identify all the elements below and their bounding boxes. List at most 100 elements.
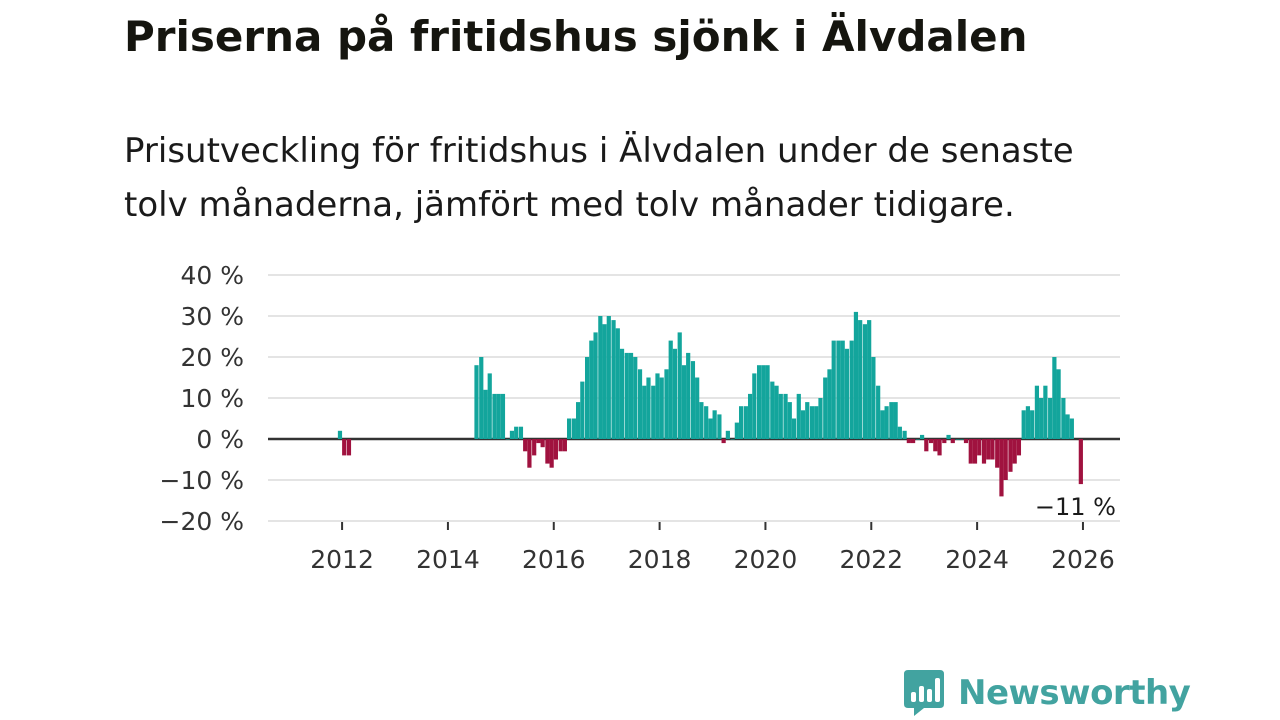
bar <box>756 365 762 439</box>
bar <box>655 373 660 439</box>
bar <box>651 385 656 439</box>
x-axis: 2012 2014 2016 2018 2020 2022 2024 2026 <box>310 522 1115 574</box>
bar <box>968 439 973 464</box>
bar <box>598 316 603 439</box>
bar <box>986 439 991 460</box>
bar <box>933 439 938 452</box>
y-tick-label: −20 % <box>160 507 244 536</box>
bar <box>615 328 620 439</box>
bar <box>602 324 607 439</box>
bar <box>778 393 783 439</box>
bar <box>721 439 726 444</box>
bar <box>942 439 947 444</box>
bar <box>1034 385 1040 439</box>
bar <box>681 365 687 439</box>
bar <box>523 439 528 452</box>
bar <box>562 439 567 452</box>
bar <box>783 393 788 439</box>
bar <box>981 439 987 464</box>
bar <box>915 439 920 440</box>
bar <box>540 439 545 448</box>
bar <box>1078 439 1083 485</box>
bar <box>1069 418 1074 439</box>
bar <box>725 430 730 439</box>
bars <box>337 311 1083 497</box>
bar <box>871 357 876 439</box>
y-tick-label: 0 % <box>196 425 244 454</box>
bar <box>686 352 691 439</box>
bar <box>527 439 532 468</box>
bar <box>1039 398 1044 439</box>
bar <box>924 439 929 452</box>
bar <box>787 402 792 439</box>
bar <box>518 426 524 439</box>
bar <box>492 393 497 439</box>
bar <box>611 320 616 439</box>
bar <box>999 439 1004 497</box>
bar <box>770 381 775 439</box>
bar <box>505 439 510 440</box>
y-tick-label: 10 % <box>180 384 244 413</box>
bar <box>589 340 594 439</box>
newsworthy-logo[interactable]: Newsworthy <box>902 668 1191 718</box>
bar <box>836 340 841 439</box>
bar <box>346 439 352 456</box>
bar <box>1056 369 1061 439</box>
bar <box>1021 410 1026 439</box>
bar <box>972 439 978 464</box>
bar <box>1008 439 1013 472</box>
y-axis-ticks: 40 % 30 % 20 % 10 % 0 % −10 % −20 % <box>160 261 244 536</box>
bar <box>791 418 797 439</box>
chart-subtitle: Prisutveckling för fritidshus i Älvdalen… <box>124 131 1074 225</box>
bar <box>646 377 651 439</box>
bar <box>950 439 955 444</box>
bar <box>549 439 554 468</box>
data-labels: −11 % <box>1035 493 1116 521</box>
bar <box>580 381 585 439</box>
bar <box>677 332 682 439</box>
bar <box>536 439 541 444</box>
bar <box>959 439 964 440</box>
bar <box>672 348 678 439</box>
bar <box>937 439 942 456</box>
x-tick-label: 2026 <box>1051 545 1115 574</box>
bar <box>823 377 828 439</box>
bar <box>1030 410 1035 439</box>
bar <box>487 373 492 439</box>
bar <box>1065 414 1070 439</box>
bar <box>483 389 488 439</box>
bar <box>1025 406 1031 439</box>
bar <box>593 332 598 439</box>
x-tick-label: 2014 <box>416 545 480 574</box>
bar <box>946 434 951 439</box>
bar <box>558 439 563 452</box>
bar <box>849 340 854 439</box>
bar <box>867 320 872 439</box>
bar <box>664 369 669 439</box>
bar <box>995 439 1000 468</box>
bar <box>800 410 806 439</box>
bar <box>545 439 550 464</box>
bar <box>734 422 739 439</box>
bar <box>897 426 902 439</box>
x-tick-label: 2016 <box>522 545 586 574</box>
bar <box>606 316 611 439</box>
bar <box>853 311 859 439</box>
bar <box>619 348 625 439</box>
bar <box>963 439 969 444</box>
bar <box>712 410 717 439</box>
bar <box>1043 385 1048 439</box>
bar <box>509 430 515 439</box>
bar <box>342 439 347 456</box>
bar <box>858 320 863 439</box>
bar <box>479 357 484 439</box>
x-tick-label: 2018 <box>628 545 692 574</box>
bar <box>576 402 581 439</box>
bar <box>704 406 709 439</box>
bar <box>1016 439 1022 456</box>
bar <box>1048 398 1053 439</box>
bar <box>571 418 576 439</box>
bar <box>910 439 916 444</box>
chart-title: Priserna på fritidshus sjönk i Älvdalen <box>124 12 1028 61</box>
